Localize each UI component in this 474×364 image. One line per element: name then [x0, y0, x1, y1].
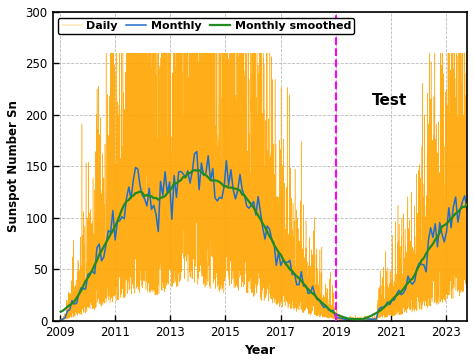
Monthly smoothed — [192, 168, 198, 172]
Daily — [398, 306, 404, 310]
Monthly — [255, 194, 261, 199]
Monthly smoothed — [257, 217, 263, 221]
Monthly — [92, 272, 98, 276]
Monthly — [171, 173, 177, 178]
Daily — [120, 253, 126, 257]
X-axis label: Year: Year — [244, 344, 275, 357]
Monthly — [58, 318, 64, 322]
Monthly — [194, 150, 200, 154]
Daily — [304, 290, 310, 294]
Monthly smoothed — [58, 309, 64, 314]
Daily — [469, 78, 474, 83]
Daily — [103, 51, 109, 55]
Daily — [466, 252, 472, 256]
Y-axis label: Sunspot Number Sn: Sunspot Number Sn — [7, 100, 20, 232]
Monthly smoothed — [92, 262, 98, 267]
Daily — [57, 318, 63, 323]
Monthly smoothed — [357, 317, 363, 321]
Monthly smoothed — [466, 202, 472, 206]
Monthly — [119, 215, 125, 219]
Legend: Daily, Monthly, Monthly smoothed: Daily, Monthly, Monthly smoothed — [58, 17, 355, 34]
Monthly smoothed — [171, 181, 177, 185]
Monthly smoothed — [255, 213, 261, 218]
Daily — [415, 252, 420, 256]
Monthly — [398, 293, 404, 297]
Daily — [354, 317, 359, 321]
Monthly — [257, 210, 263, 214]
Line: Monthly: Monthly — [61, 152, 469, 320]
Line: Monthly smoothed: Monthly smoothed — [61, 170, 469, 319]
Text: Test: Test — [372, 92, 407, 107]
Monthly smoothed — [119, 207, 125, 212]
Monthly smoothed — [401, 287, 406, 291]
Monthly — [466, 189, 472, 193]
Line: Daily: Daily — [60, 53, 472, 321]
